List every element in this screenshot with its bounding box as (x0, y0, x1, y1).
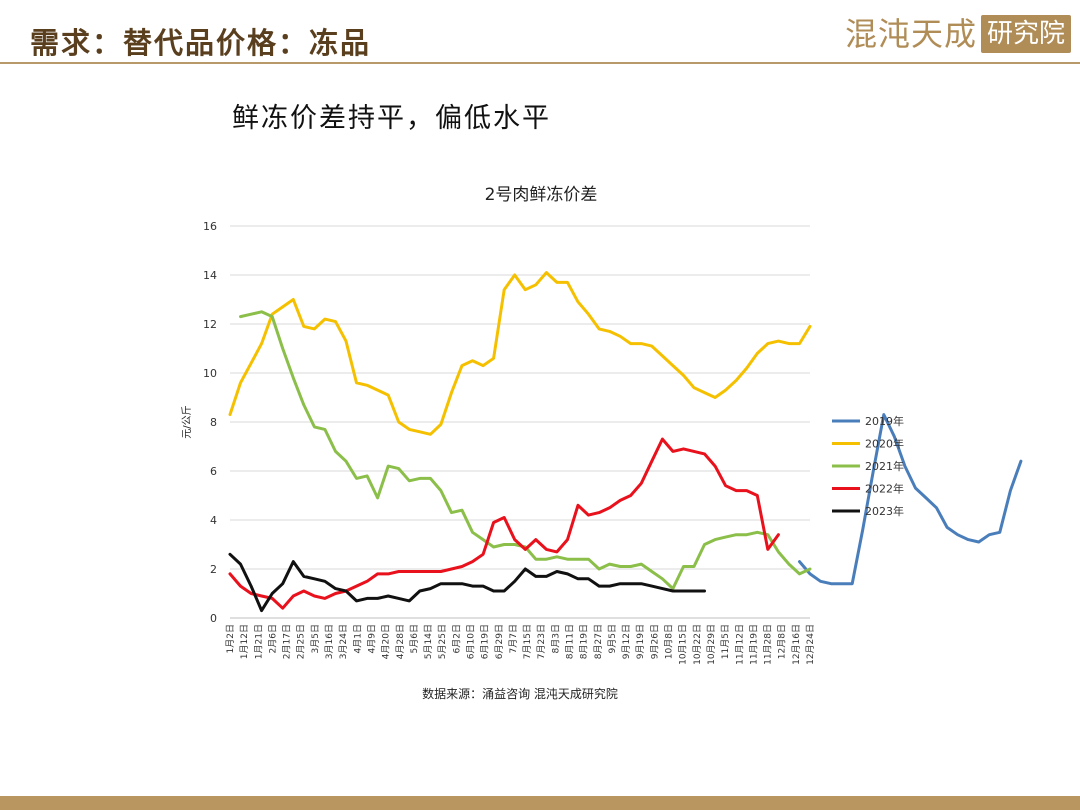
x-tick-label: 6月10日 (465, 624, 476, 659)
x-tick-label: 11月19日 (748, 624, 759, 665)
x-tick-label: 3月16日 (324, 624, 335, 659)
x-tick-label: 12月24日 (805, 624, 816, 665)
y-tick-label: 6 (210, 465, 217, 478)
header-rule (0, 62, 1080, 64)
x-axis: 1月2日 1月12日 1月21日 2月6日 2月17日 2月25日 3月5日 3月16日 3月2… (225, 624, 816, 665)
x-tick-label: 2月6日 (267, 624, 278, 653)
x-tick-label: 9月12日 (621, 624, 632, 659)
x-tick-label: 7月7日 (508, 624, 519, 653)
x-tick-label: 2月17日 (282, 624, 293, 659)
x-tick-label: 3月5日 (310, 624, 321, 653)
x-tick-label: 11月12日 (734, 624, 745, 665)
series-line-2020年 (228, 271, 812, 436)
y-axis: 0 2 4 6 8 10 12 14 16 (203, 220, 217, 625)
x-tick-label: 4月28日 (395, 624, 406, 659)
y-axis-label: 元/公斤 (181, 405, 193, 438)
chart-title: 2号肉鲜冻价差 (485, 185, 598, 205)
x-tick-label: 1月21日 (253, 624, 264, 659)
grid-lines (230, 225, 810, 619)
y-tick-label: 8 (210, 416, 217, 429)
x-tick-label: 11月5日 (720, 624, 731, 659)
legend-label: 2020年 (865, 437, 904, 451)
legend-label: 2022年 (865, 482, 904, 496)
x-tick-label: 6月19日 (480, 624, 491, 659)
source-note: 数据来源：涌益咨询 混沌天成研究院 (422, 686, 618, 701)
x-tick-label: 2月25日 (296, 624, 307, 659)
legend-label: 2023年 (865, 504, 904, 518)
legend-label: 2021年 (865, 459, 904, 473)
series-lines (228, 271, 1023, 613)
y-tick-label: 2 (210, 563, 217, 576)
x-tick-label: 3月24日 (338, 624, 349, 659)
x-tick-label: 4月9日 (366, 624, 377, 653)
slide-subtitle: 鲜冻价差持平，偏低水平 (232, 103, 551, 134)
x-tick-label: 4月20日 (381, 624, 392, 659)
x-tick-label: 11月28日 (763, 624, 774, 665)
x-tick-label: 8月19日 (579, 624, 590, 659)
x-tick-label: 10月8日 (664, 624, 675, 659)
series-line-2019年 (798, 413, 1023, 586)
y-tick-label: 12 (203, 318, 217, 331)
x-tick-label: 5月14日 (423, 624, 434, 659)
legend: 2019年 2020年 2021年 2022年 2023年 (832, 414, 904, 518)
x-tick-label: 5月6日 (409, 624, 420, 653)
x-tick-label: 1月2日 (225, 624, 236, 653)
x-tick-label: 8月3日 (550, 624, 561, 653)
x-tick-label: 10月29日 (706, 624, 717, 665)
x-tick-label: 9月19日 (635, 624, 646, 659)
x-tick-label: 8月27日 (593, 624, 604, 659)
series-line-2022年 (228, 437, 780, 610)
y-tick-label: 4 (210, 514, 217, 527)
x-tick-label: 12月16日 (791, 624, 802, 665)
y-tick-label: 10 (203, 367, 217, 380)
x-tick-label: 8月11日 (565, 624, 576, 659)
x-tick-label: 7月15日 (522, 624, 533, 659)
legend-label: 2019年 (865, 414, 904, 428)
y-tick-label: 14 (203, 269, 217, 282)
x-tick-label: 6月2日 (451, 624, 462, 653)
x-tick-label: 1月12日 (239, 624, 250, 659)
x-tick-label: 4月1日 (352, 624, 363, 653)
logo-text: 混沌天成 (845, 15, 978, 53)
y-tick-label: 0 (210, 612, 217, 625)
x-tick-label: 12月8日 (777, 624, 788, 659)
x-tick-label: 10月22日 (692, 624, 703, 665)
logo-box-text: 研究院 (981, 15, 1072, 53)
x-tick-label: 10月15日 (678, 624, 689, 665)
slide-title: 需求：替代品价格：冻品 (30, 26, 372, 60)
x-tick-label: 5月25日 (437, 624, 448, 659)
series-line-2021年 (239, 310, 812, 591)
footer-bar (0, 796, 1080, 810)
y-tick-label: 16 (203, 220, 217, 233)
x-tick-label: 7月23日 (536, 624, 547, 659)
series-line-2023年 (228, 552, 706, 613)
x-tick-label: 9月5日 (607, 624, 618, 653)
x-tick-label: 6月29日 (494, 624, 505, 659)
x-tick-label: 9月26日 (649, 624, 660, 659)
brand-logo: 混沌天成 研究院 (845, 14, 1072, 54)
